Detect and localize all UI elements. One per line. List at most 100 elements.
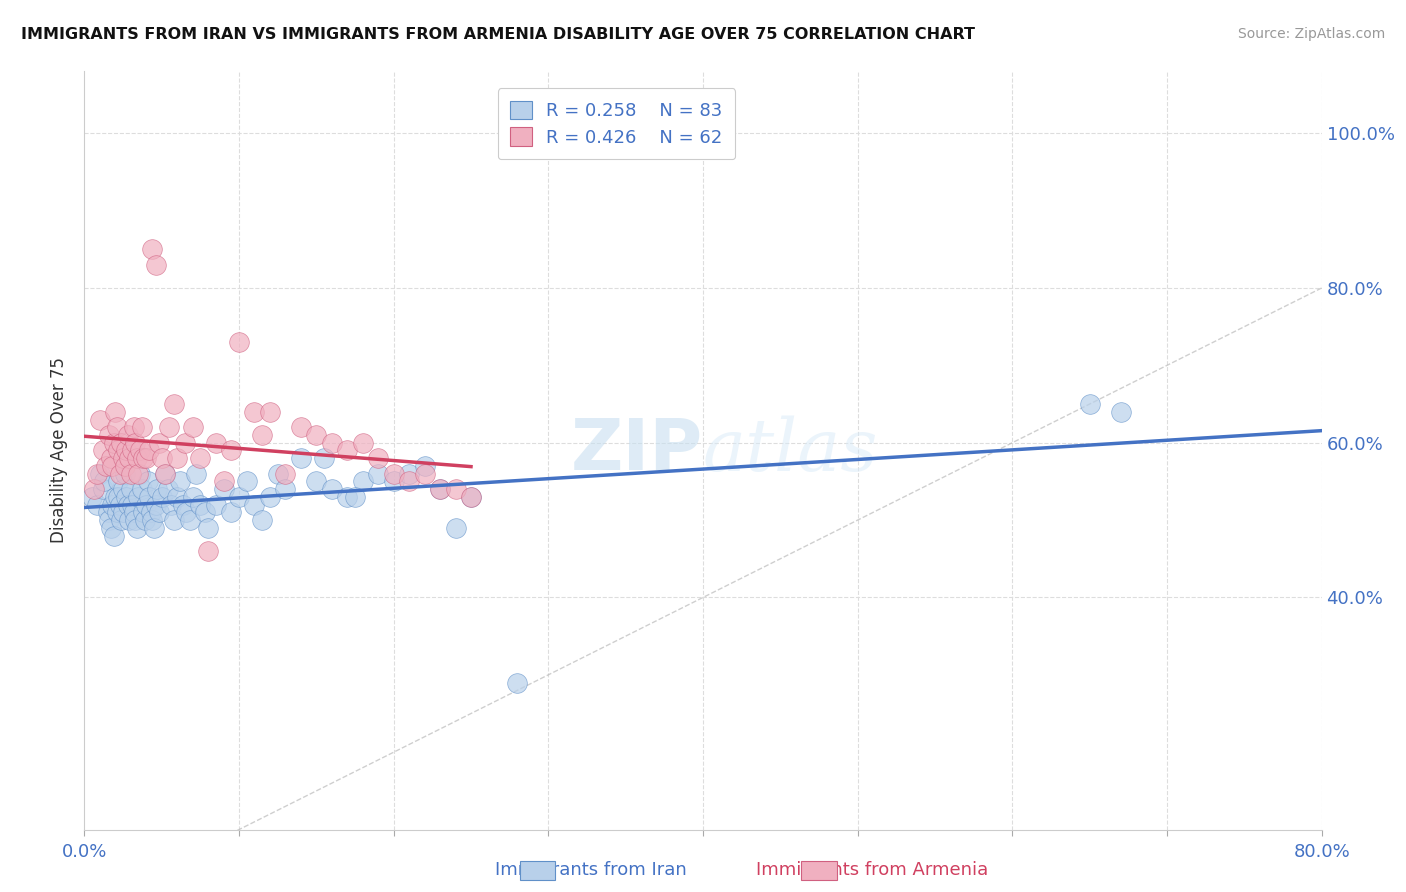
Point bbox=[136, 475, 159, 489]
Point bbox=[132, 505, 155, 519]
Point bbox=[274, 467, 297, 481]
Point bbox=[125, 521, 148, 535]
Point bbox=[112, 505, 135, 519]
Point bbox=[153, 467, 176, 481]
Point bbox=[336, 490, 359, 504]
Point bbox=[243, 405, 266, 419]
Point bbox=[250, 428, 273, 442]
Point bbox=[166, 490, 188, 504]
Text: Immigrants from Iran: Immigrants from Iran bbox=[495, 861, 686, 879]
Point bbox=[107, 475, 129, 489]
Point bbox=[118, 513, 141, 527]
Point bbox=[139, 505, 162, 519]
Point bbox=[413, 467, 436, 481]
Point bbox=[219, 505, 242, 519]
Point bbox=[127, 490, 149, 504]
Text: IMMIGRANTS FROM IRAN VS IMMIGRANTS FROM ARMENIA DISABILITY AGE OVER 75 CORRELATI: IMMIGRANTS FROM IRAN VS IMMIGRANTS FROM … bbox=[21, 27, 976, 42]
Point bbox=[118, 451, 141, 466]
Point bbox=[101, 498, 124, 512]
Point bbox=[103, 528, 125, 542]
Point bbox=[398, 475, 420, 489]
Point bbox=[174, 435, 197, 450]
Point bbox=[181, 420, 204, 434]
Point bbox=[274, 482, 297, 496]
Point bbox=[131, 482, 153, 496]
Point bbox=[1078, 397, 1101, 411]
Point bbox=[114, 467, 136, 481]
Point bbox=[429, 482, 451, 496]
Point bbox=[98, 513, 121, 527]
Point bbox=[134, 513, 156, 527]
Point bbox=[114, 458, 136, 473]
Point bbox=[104, 405, 127, 419]
Text: Source: ZipAtlas.com: Source: ZipAtlas.com bbox=[1237, 27, 1385, 41]
Point bbox=[250, 513, 273, 527]
Point bbox=[205, 435, 228, 450]
Point bbox=[1109, 405, 1132, 419]
Point bbox=[235, 475, 259, 489]
Point bbox=[367, 451, 389, 466]
Point bbox=[188, 451, 211, 466]
Point bbox=[107, 490, 129, 504]
Point bbox=[267, 467, 290, 481]
Point bbox=[108, 498, 131, 512]
Y-axis label: Disability Age Over 75: Disability Age Over 75 bbox=[51, 358, 69, 543]
Point bbox=[259, 405, 281, 419]
Point bbox=[352, 435, 374, 450]
Point bbox=[107, 443, 129, 458]
Point bbox=[96, 505, 118, 519]
Point bbox=[321, 435, 343, 450]
Point bbox=[143, 521, 166, 535]
Point bbox=[103, 435, 125, 450]
Point bbox=[228, 490, 250, 504]
Point bbox=[141, 242, 163, 256]
Point bbox=[413, 458, 436, 473]
Point bbox=[336, 443, 359, 458]
Point bbox=[91, 482, 114, 496]
Point bbox=[188, 498, 211, 512]
Point bbox=[184, 467, 207, 481]
Point bbox=[122, 505, 145, 519]
Point bbox=[112, 451, 135, 466]
Point bbox=[179, 513, 201, 527]
Point bbox=[444, 521, 467, 535]
Point bbox=[197, 544, 219, 558]
Point bbox=[460, 490, 482, 504]
Point bbox=[382, 467, 405, 481]
Point bbox=[112, 482, 135, 496]
Point bbox=[163, 513, 186, 527]
Point bbox=[132, 451, 155, 466]
Point bbox=[129, 443, 152, 458]
Point bbox=[100, 521, 122, 535]
Point bbox=[305, 475, 328, 489]
Point bbox=[212, 475, 235, 489]
Point bbox=[163, 397, 186, 411]
Point bbox=[228, 335, 250, 350]
Point bbox=[124, 513, 146, 527]
Point bbox=[219, 443, 242, 458]
Point bbox=[100, 451, 122, 466]
Point bbox=[115, 443, 138, 458]
Point bbox=[367, 467, 389, 481]
Point bbox=[108, 467, 131, 481]
Point bbox=[194, 505, 217, 519]
Point bbox=[176, 505, 198, 519]
Text: Immigrants from Armenia: Immigrants from Armenia bbox=[755, 861, 988, 879]
Point bbox=[120, 482, 142, 496]
Point bbox=[205, 498, 228, 512]
Point bbox=[131, 420, 153, 434]
Point bbox=[212, 482, 235, 496]
Point bbox=[98, 428, 121, 442]
Point bbox=[172, 498, 194, 512]
Point bbox=[150, 451, 173, 466]
Point bbox=[82, 490, 104, 504]
Point bbox=[156, 482, 179, 496]
Point bbox=[153, 467, 176, 481]
Point bbox=[105, 420, 128, 434]
Point bbox=[506, 675, 529, 690]
Point bbox=[127, 467, 149, 481]
Point bbox=[141, 513, 163, 527]
Point bbox=[321, 482, 343, 496]
Point bbox=[145, 498, 167, 512]
Point bbox=[160, 498, 183, 512]
